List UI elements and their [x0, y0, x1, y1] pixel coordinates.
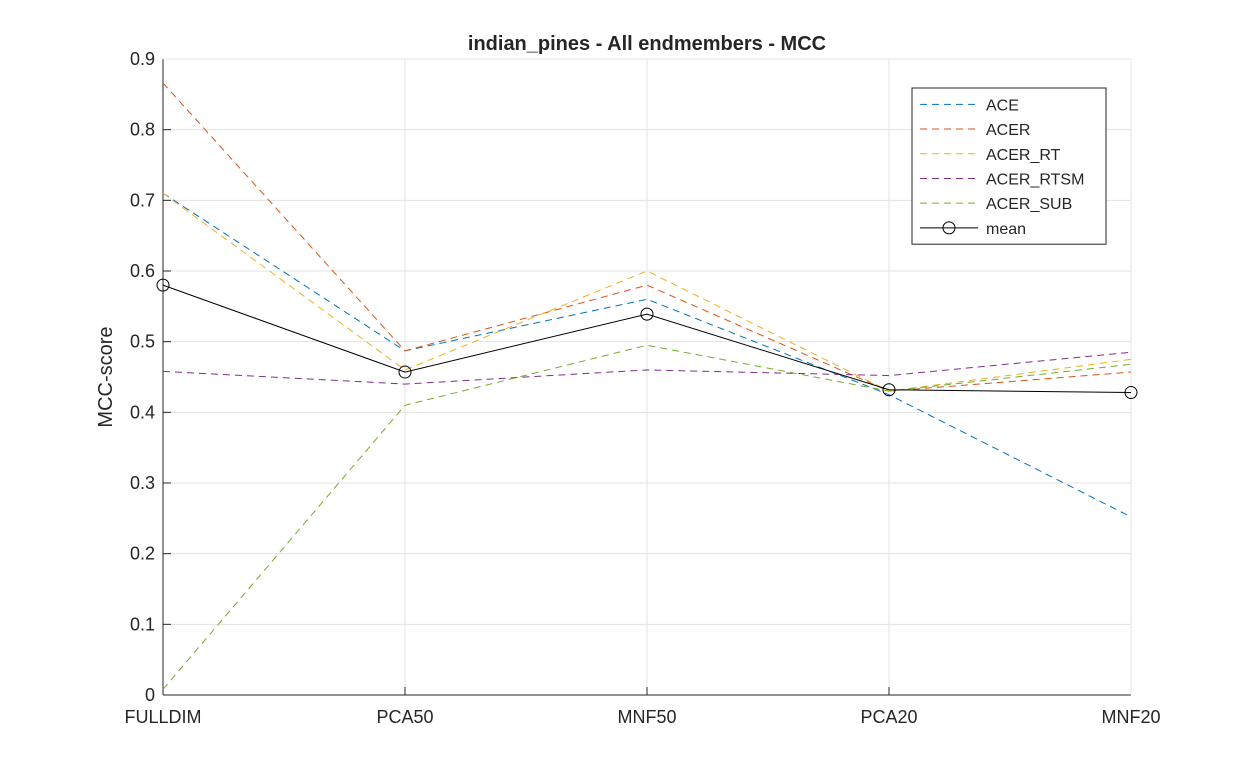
- x-tick-label: PCA20: [860, 707, 917, 727]
- legend-label-acer-rtsm: ACER_RTSM: [986, 171, 1084, 188]
- series-line-acer-sub: [162, 344, 1132, 690]
- series-line-acer-rtsm: [162, 351, 1132, 385]
- x-tick-label: MNF50: [617, 707, 676, 727]
- y-tick-label: 0.7: [130, 190, 155, 210]
- legend-label-acer: ACER: [986, 122, 1030, 139]
- mean-point: [640, 307, 654, 321]
- y-tick-label: 0: [145, 685, 155, 705]
- y-tick-label: 0.4: [130, 402, 155, 422]
- series-line-ace: [162, 192, 1132, 518]
- series-line-acer: [162, 82, 1132, 392]
- x-tick-labels: FULLDIM PCA50 MNF50 PCA20 MNF20: [124, 707, 1160, 727]
- mean-point: [882, 383, 896, 397]
- x-tick-label: FULLDIM: [124, 707, 201, 727]
- y-tick-labels: 0 0.1 0.2 0.3 0.4 0.5 0.6 0.7 0.8 0.9: [130, 49, 155, 705]
- y-tick-label: 0.1: [130, 614, 155, 634]
- chart-title: indian_pines - All endmembers - MCC: [468, 33, 826, 55]
- legend-label-acer-sub: ACER_SUB: [986, 196, 1072, 213]
- series-line-acer-rt: [162, 192, 1132, 392]
- y-tick-label: 0.6: [130, 261, 155, 281]
- mean-point: [398, 365, 412, 379]
- legend-box: [911, 87, 1107, 245]
- legend-label-ace: ACE: [986, 97, 1019, 114]
- y-tick-label: 0.5: [130, 332, 155, 352]
- y-axis-label: MCC-score: [95, 326, 117, 427]
- y-tick-label: 0.2: [130, 544, 155, 564]
- series-line-mean: [162, 284, 1132, 394]
- y-tick-label: 0.8: [130, 120, 155, 140]
- x-tick-label: MNF20: [1101, 707, 1160, 727]
- mean-point: [156, 278, 170, 292]
- legend-label-mean: mean: [986, 221, 1026, 238]
- mean-point: [1124, 386, 1138, 400]
- y-tick-label: 0.3: [130, 473, 155, 493]
- series-lines: [156, 82, 1138, 690]
- x-tick-label: PCA50: [376, 707, 433, 727]
- legend-marker-mean: [942, 221, 956, 235]
- axes: [162, 58, 1132, 696]
- y-tick-label: 0.9: [130, 49, 155, 69]
- legend-label-acer-rt: ACER_RT: [986, 147, 1061, 164]
